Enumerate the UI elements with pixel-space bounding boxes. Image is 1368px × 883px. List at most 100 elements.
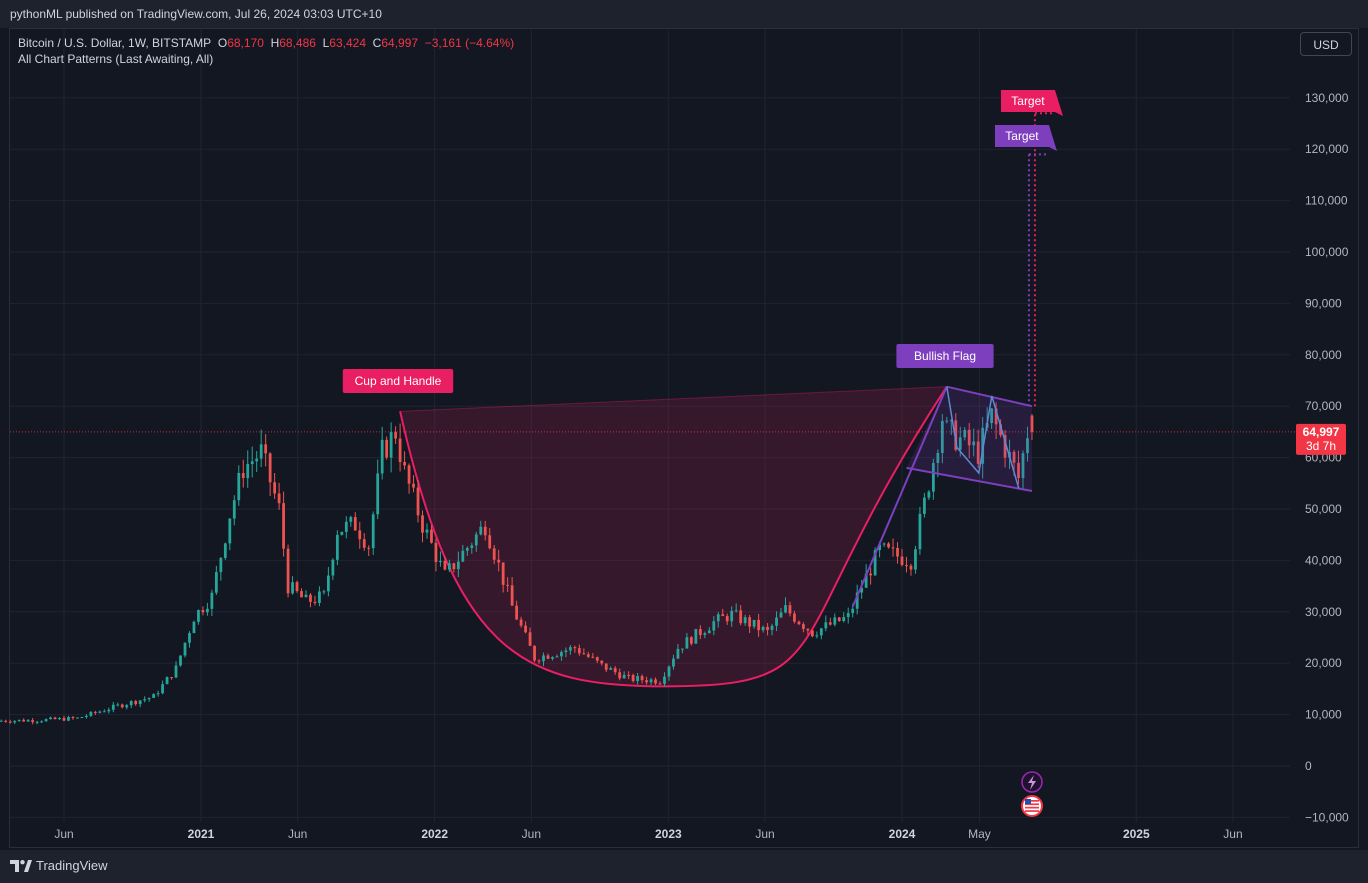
candle bbox=[479, 520, 483, 536]
candle bbox=[376, 459, 380, 520]
cup-and-handle-pattern bbox=[399, 386, 948, 688]
candle bbox=[264, 434, 268, 467]
tradingview-logo[interactable]: TradingView bbox=[10, 858, 108, 873]
candle bbox=[542, 652, 545, 667]
candle-body bbox=[923, 497, 926, 514]
candle bbox=[824, 615, 828, 632]
candle bbox=[573, 645, 577, 653]
candle bbox=[443, 556, 447, 571]
candle bbox=[161, 680, 164, 695]
candle-body bbox=[515, 605, 518, 620]
candle bbox=[703, 631, 707, 639]
candle-body bbox=[770, 625, 774, 630]
candle bbox=[219, 557, 223, 581]
candle-body bbox=[586, 654, 590, 657]
candle-body bbox=[58, 717, 61, 720]
candle-body bbox=[918, 513, 922, 550]
candle-body bbox=[291, 582, 294, 594]
candle-body bbox=[761, 626, 765, 631]
candle-body bbox=[134, 701, 138, 705]
candle bbox=[362, 533, 366, 551]
candle-body bbox=[519, 619, 523, 626]
candle-body bbox=[855, 592, 859, 609]
candle-body bbox=[412, 483, 415, 488]
candle-body bbox=[685, 637, 689, 649]
candle bbox=[111, 701, 115, 713]
candle-body bbox=[241, 472, 245, 479]
close-value: 64,997 bbox=[381, 36, 419, 50]
candle bbox=[416, 479, 420, 523]
candle bbox=[887, 542, 890, 549]
candle-body bbox=[286, 548, 290, 594]
candle-body bbox=[725, 616, 729, 622]
candle bbox=[725, 613, 729, 625]
candle-body bbox=[1003, 434, 1007, 458]
candle bbox=[470, 542, 474, 554]
candle-body bbox=[0, 720, 3, 722]
candle bbox=[819, 627, 823, 640]
candle-body bbox=[542, 655, 545, 662]
candle-body bbox=[362, 539, 366, 548]
candle bbox=[421, 510, 424, 543]
candle bbox=[676, 643, 680, 660]
candle-body bbox=[461, 550, 465, 562]
candle-body bbox=[627, 674, 631, 676]
y-tick-label: 0 bbox=[1305, 759, 1312, 773]
candle bbox=[474, 531, 478, 552]
candle bbox=[116, 702, 120, 707]
candle-body bbox=[4, 720, 8, 722]
y-tick-label: 40,000 bbox=[1305, 553, 1342, 567]
candle-body bbox=[76, 717, 79, 719]
bullish-flag-pattern bbox=[851, 385, 1033, 608]
candle-body bbox=[277, 493, 281, 504]
candle-body bbox=[120, 704, 124, 708]
candle bbox=[972, 428, 976, 457]
candle-body bbox=[815, 635, 819, 637]
candle-body bbox=[259, 444, 263, 459]
candlestick-series bbox=[0, 402, 1034, 725]
candle bbox=[344, 516, 348, 539]
candle-body bbox=[327, 575, 330, 592]
lightning-icon bbox=[1021, 771, 1043, 793]
candle-body bbox=[161, 684, 164, 694]
candle-body bbox=[891, 547, 895, 549]
candle bbox=[555, 654, 559, 658]
candle-body bbox=[264, 444, 268, 454]
candle-body bbox=[757, 619, 760, 631]
candle-body bbox=[179, 655, 182, 666]
candle bbox=[1030, 413, 1034, 441]
candle-body bbox=[573, 647, 577, 649]
candle-body bbox=[698, 629, 702, 636]
candle bbox=[757, 613, 760, 637]
candle bbox=[793, 610, 796, 624]
candle bbox=[806, 628, 810, 636]
candle bbox=[766, 623, 769, 636]
candle-body bbox=[595, 657, 599, 661]
candle-body bbox=[206, 608, 209, 613]
candle-body bbox=[8, 721, 12, 723]
open-label: O bbox=[217, 36, 228, 50]
currency-button[interactable]: USD bbox=[1300, 32, 1352, 56]
candle bbox=[286, 544, 290, 598]
candle bbox=[743, 614, 747, 626]
candle bbox=[232, 495, 236, 526]
candle-body bbox=[174, 665, 178, 678]
candle-body bbox=[44, 719, 48, 722]
candle-body bbox=[577, 648, 581, 654]
candle bbox=[300, 588, 303, 598]
candle bbox=[734, 603, 738, 613]
candle bbox=[846, 607, 850, 624]
candle-body bbox=[869, 573, 873, 576]
candle bbox=[730, 606, 734, 627]
candle bbox=[62, 715, 66, 722]
y-tick-label: 100,000 bbox=[1305, 245, 1349, 259]
candle bbox=[349, 515, 353, 527]
candle bbox=[371, 511, 375, 555]
target-label: Target bbox=[994, 125, 1057, 151]
candle bbox=[931, 458, 935, 500]
candle-body bbox=[846, 613, 850, 618]
candle-body bbox=[609, 668, 613, 670]
candle-body bbox=[376, 473, 380, 515]
indicator-name[interactable]: All Chart Patterns (Last Awaiting, All) bbox=[18, 52, 214, 66]
